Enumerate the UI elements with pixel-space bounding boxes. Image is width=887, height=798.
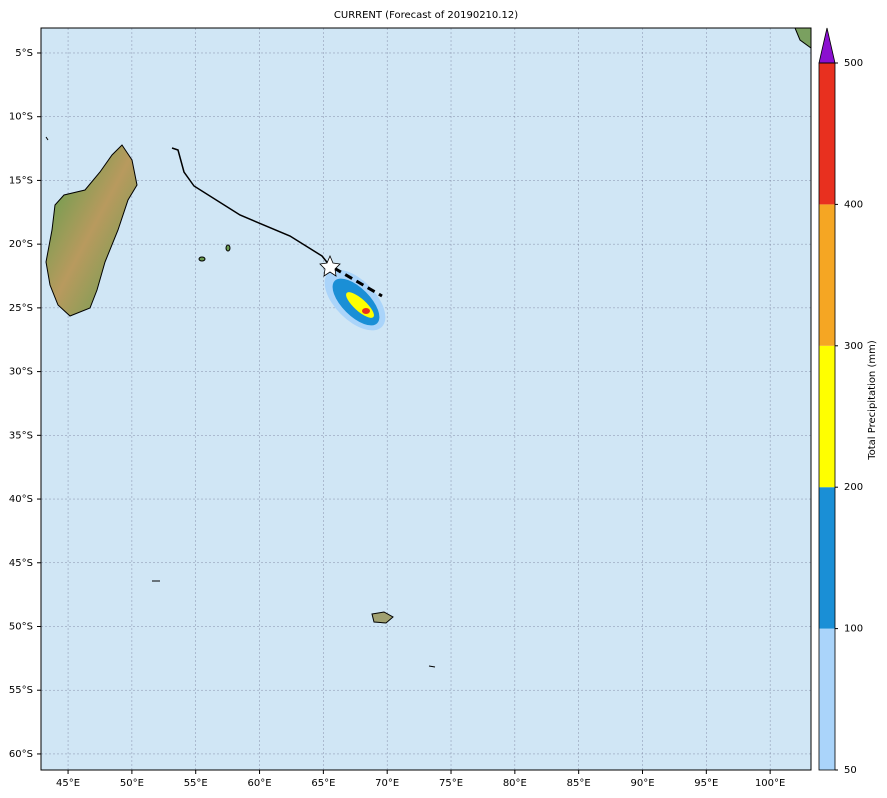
y-tick-label: 60°S <box>9 749 33 760</box>
x-tick-label: 50°E <box>120 778 144 789</box>
forecast-track <box>333 266 383 298</box>
island <box>428 665 436 668</box>
precipitation <box>324 269 386 331</box>
y-tick-label: 15°S <box>9 175 33 186</box>
colorbar-segment <box>819 63 835 205</box>
y-tick-label: 20°S <box>9 239 33 250</box>
grid <box>41 28 811 770</box>
x-tick-label: 100°E <box>755 778 785 789</box>
x-tick-label: 55°E <box>184 778 208 789</box>
x-tick-label: 80°E <box>503 778 527 789</box>
island <box>198 256 206 262</box>
colorbar-tick-label: 200 <box>844 482 863 493</box>
x-tick-label: 75°E <box>439 778 463 789</box>
y-tick-label: 5°S <box>15 48 33 59</box>
storm-position <box>319 254 341 277</box>
madagascar <box>45 144 138 317</box>
x-tick-label: 90°E <box>630 778 654 789</box>
precip-area <box>362 308 370 314</box>
colorbar-extend <box>818 27 836 64</box>
colorbar-segment <box>819 628 835 770</box>
ocean <box>41 28 811 770</box>
colorbar-tick-label: 500 <box>844 58 863 69</box>
x-tick-label: 60°E <box>248 778 272 789</box>
y-tick-label: 50°S <box>9 621 33 632</box>
colorbar-segment <box>819 345 835 488</box>
y-tick-label: 10°S <box>9 112 33 123</box>
y-tick-label: 40°S <box>9 494 33 505</box>
y-tick-label: 45°S <box>9 558 33 569</box>
colorbar-tick-label: 400 <box>844 199 863 210</box>
x-tick-label: 45°E <box>56 778 80 789</box>
colorbar: 50 100 200 300 400 500 <box>818 27 863 776</box>
colorbar-tick-label: 100 <box>844 624 863 635</box>
map-title: CURRENT (Forecast of 20190210.12) <box>334 10 518 21</box>
colorbar-tick-label: 300 <box>844 341 863 352</box>
island <box>45 136 49 141</box>
x-tick-label: 65°E <box>311 778 335 789</box>
colorbar-segment <box>819 204 835 346</box>
storm-track <box>171 147 331 267</box>
y-tick-label: 35°S <box>9 430 33 441</box>
colorbar-label: Total Precipitation (mm) <box>867 340 878 461</box>
y-tick-label: 55°S <box>9 685 33 696</box>
colorbar-tick-label: 50 <box>844 765 857 776</box>
y-tick-label: 25°S <box>9 303 33 314</box>
colorbar-segment <box>819 487 835 629</box>
x-tick-label: 70°E <box>375 778 399 789</box>
x-tick-label: 85°E <box>567 778 591 789</box>
x-tick-label: 95°E <box>694 778 718 789</box>
colorbar-frame <box>818 62 836 771</box>
island <box>371 611 394 624</box>
island <box>225 244 231 252</box>
y-tick-label: 30°S <box>9 367 33 378</box>
map-frame <box>40 27 812 771</box>
